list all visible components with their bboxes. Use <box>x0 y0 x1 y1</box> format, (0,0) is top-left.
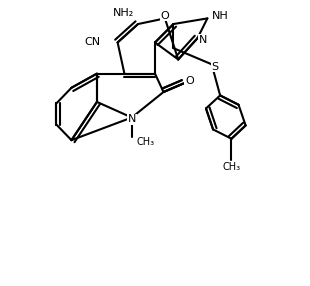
Text: N: N <box>128 114 136 124</box>
Text: CH₃: CH₃ <box>137 137 155 147</box>
Text: N: N <box>199 35 207 45</box>
Text: O: O <box>161 11 169 21</box>
Text: CH₃: CH₃ <box>222 162 241 172</box>
Text: NH: NH <box>212 11 228 21</box>
Text: S: S <box>211 61 219 72</box>
Text: NH₂: NH₂ <box>113 8 135 18</box>
Text: CN: CN <box>84 37 100 47</box>
Text: O: O <box>185 76 194 86</box>
